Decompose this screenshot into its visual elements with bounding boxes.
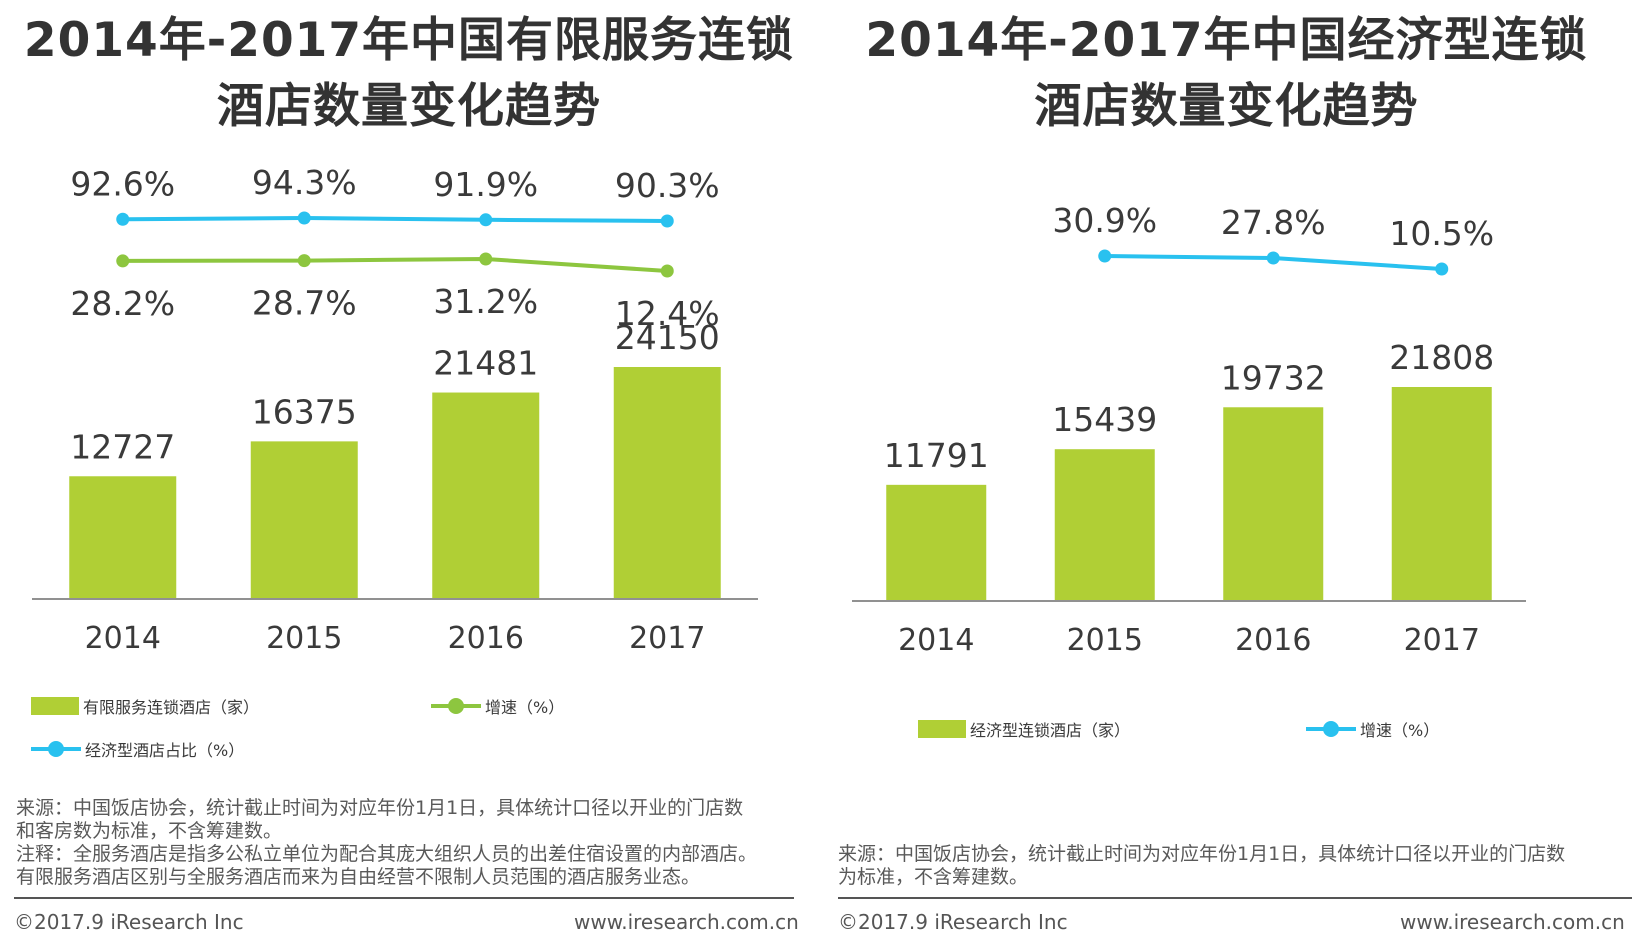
left-line-point [116,212,130,226]
left-legend-growth-swatch [431,697,481,715]
right-bar-2015 [1054,449,1155,600]
right-legend-bar-swatch [918,720,966,738]
left-x-tick-label: 2016 [448,621,524,656]
left-note-line: 和客房数为标准，不含筹建数。 [16,820,283,842]
right-bar-2017 [1391,387,1492,600]
right-legend-growth-label: 增速（%） [1360,721,1440,740]
left-legend-growth-label: 增速（%） [485,698,565,717]
right-line-point [1098,249,1112,263]
left-bar-value-label: 21481 [433,344,538,383]
left-x-tick-label: 2017 [629,621,705,656]
left-source-note: 来源：中国饭店协会，统计截止时间为对应年份1月1日，具体统计口径以开业的门店数 … [16,797,757,889]
left-line-value-label: 28.2% [70,284,175,323]
right-x-tick-label: 2015 [1067,623,1143,658]
left-website: www.iresearch.com.cn [574,910,799,934]
left-legend-growth: 增速（%） [431,694,564,718]
left-x-tick-label: 2015 [266,621,342,656]
left-line-value-label: 31.2% [433,282,538,321]
left-line-value-label: 28.7% [252,284,357,323]
right-line-point [1435,262,1449,276]
right-x-tick-label: 2016 [1235,623,1311,658]
left-bar-value-label: 24150 [615,318,720,357]
right-title-line2: 酒店数量变化趋势 [1034,79,1419,134]
right-x-tick-label: 2014 [898,623,974,658]
right-line-value-label: 27.8% [1221,203,1326,242]
right-legend-bar-label: 经济型连锁酒店（家） [970,721,1131,740]
left-title-line2: 酒店数量变化趋势 [217,79,601,134]
right-note-line: 来源：中国饭店协会，统计截止时间为对应年份1月1日，具体统计口径以开业的门店数 [838,843,1566,865]
left-line-value-label: 92.6% [70,164,175,203]
right-note-line: 为标准，不含筹建数。 [838,866,1029,888]
right-website: www.iresearch.com.cn [1400,910,1625,934]
left-line-point [297,254,311,268]
left-line-point [116,254,130,268]
left-line-point [660,264,674,278]
left-legend-bar-swatch [31,697,79,715]
left-legend-bar: 有限服务连锁酒店（家） [31,694,259,718]
right-legend-growth-swatch [1306,720,1356,738]
left-legend-share-label: 经济型酒店占比（%） [85,741,245,760]
right-bar-value-label: 15439 [1052,400,1157,439]
left-legend-share-swatch [31,740,81,758]
left-line-value-label: 90.3% [615,166,720,205]
left-legend-share: 经济型酒店占比（%） [31,737,244,761]
right-copyright: ©2017.9 iResearch Inc [838,910,1068,934]
right-chart-title: 2014年-2017年中国经济型连锁 酒店数量变化趋势 [818,8,1635,140]
left-copyright: ©2017.9 iResearch Inc [14,910,244,934]
right-title-line1: 2014年-2017年中国经济型连锁 [865,13,1588,68]
right-bar-value-label: 11791 [884,436,989,475]
left-line-point [297,211,311,225]
right-source-note: 来源：中国饭店协会，统计截止时间为对应年份1月1日，具体统计口径以开业的门店数 … [838,843,1565,889]
left-line-value-label: 94.3% [252,163,357,202]
left-footer-divider [14,897,794,899]
left-line-point [660,214,674,228]
left-line-series [122,215,668,223]
left-line-series [122,256,668,273]
left-note-line: 来源：中国饭店协会，统计截止时间为对应年份1月1日，具体统计口径以开业的门店数 [16,797,744,819]
left-chart-panel: 2014年-2017年中国有限服务连锁 酒店数量变化趋势 12727 2014 16… [0,8,818,934]
left-chart-title: 2014年-2017年中国有限服务连锁 酒店数量变化趋势 [0,8,818,140]
right-bar-2016 [1223,407,1324,600]
right-line-point [1266,251,1280,265]
left-bar-2015 [250,441,358,598]
right-footer-divider [838,897,1632,899]
left-note-line: 有限服务酒店区别与全服务酒店而来为自由经营不限制人员范围的酒店服务业态。 [16,866,701,888]
left-bar-2014 [69,476,177,598]
right-bar-2014 [886,484,987,600]
left-line-value-label: 91.9% [433,165,538,204]
right-bar-value-label: 21808 [1389,338,1494,377]
left-chart-plot: 12727 2014 16375 2015 21481 2016 24150 2017 92.6… [32,163,758,656]
left-note-line: 注释：全服务酒店是指多公私立单位为配合其庞大组织人员的出差住宿设置的内部酒店。 [16,843,758,865]
left-bar-value-label: 12727 [70,427,175,466]
right-x-tick-label: 2017 [1404,623,1480,658]
left-bar-2017 [613,367,721,598]
right-line-value-label: 30.9% [1052,201,1157,240]
right-chart-panel: 2014年-2017年中国经济型连锁 酒店数量变化趋势 11791 2014 154… [818,0,1635,941]
left-bar-value-label: 16375 [252,392,357,431]
left-line-point [479,213,493,227]
right-legend-growth: 增速（%） [1306,717,1439,741]
left-line-value-label: 12.4% [615,294,720,333]
left-x-tick-label: 2014 [85,621,161,656]
right-legend-bar: 经济型连锁酒店（家） [918,717,1130,741]
left-line-point [479,252,493,266]
left-legend-bar-label: 有限服务连锁酒店（家） [83,698,260,717]
left-bar-2016 [432,392,540,598]
right-chart-plot: 11791 2014 15439 2015 19732 2016 21808 2017 30.9… [852,201,1526,658]
right-bar-value-label: 19732 [1221,358,1326,397]
left-title-line1: 2014年-2017年中国有限服务连锁 [23,13,795,68]
right-line-value-label: 10.5% [1389,214,1494,253]
